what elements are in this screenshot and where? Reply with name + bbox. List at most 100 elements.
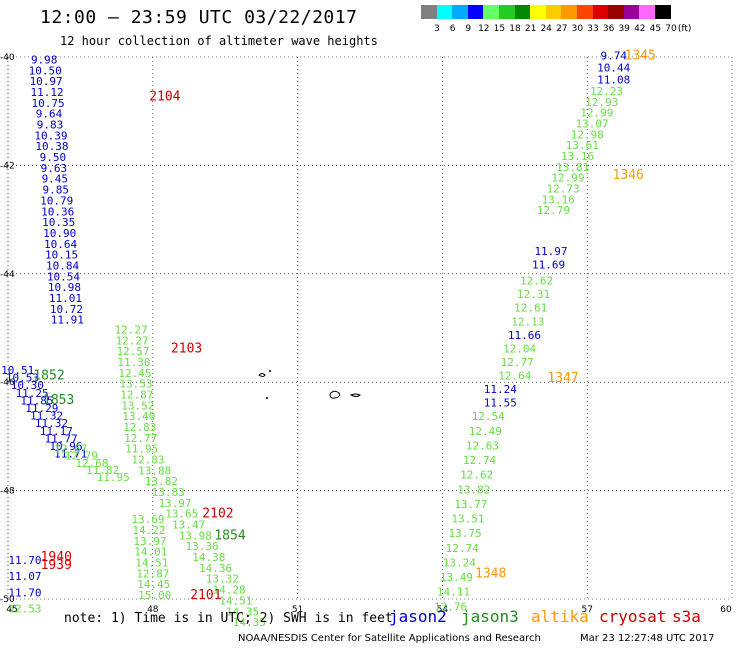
wave-height-value: 10.54 (47, 270, 80, 283)
scale-label: 70 (665, 24, 677, 34)
wave-height-value: 13.36 (185, 540, 218, 553)
wave-height-value: 9.45 (42, 173, 69, 186)
wave-height-labels: 9.9810.5010.9711.1210.759.649.8310.3910.… (1, 49, 656, 629)
wave-height-value: 9.98 (31, 54, 58, 67)
pass-time-label: 1853 (43, 393, 74, 408)
wave-height-value: 11.71 (54, 448, 87, 461)
wave-height-value: 12.99 (551, 172, 584, 185)
wave-height-value: 12.77 (501, 356, 534, 369)
wave-height-value: 13.49 (440, 571, 473, 584)
lon-tick-label: 54 (437, 605, 449, 615)
wave-height-value: 9.85 (43, 184, 70, 197)
wave-height-value: 9.64 (36, 108, 63, 121)
wave-height-value: 14.36 (199, 562, 232, 575)
wave-height-value: 10.36 (41, 205, 74, 218)
pass-time-label: 2104 (149, 89, 180, 104)
wave-height-value: 10.64 (44, 238, 77, 251)
scale-swatch (545, 5, 562, 19)
pass-time-label: 2102 (202, 507, 233, 522)
wave-height-value: 12.45 (118, 367, 151, 380)
scale-unit: (ft) (677, 24, 692, 34)
wave-height-value: 13.16 (542, 193, 575, 206)
wave-height-value: 12.93 (585, 96, 618, 109)
wave-height-map: 45 48 51 54 57 60 -40 -42 -44 -46 -48 -50 9.9810.50… (0, 49, 733, 629)
wave-height-value: 13.47 (172, 519, 205, 532)
scale-swatch (499, 5, 515, 19)
wave-height-value: 11.01 (49, 292, 82, 305)
wave-height-value: 11.91 (51, 314, 84, 327)
wave-height-value: 14.28 (212, 584, 245, 597)
wave-height-value: 12.57 (116, 345, 149, 358)
scale-swatch (608, 5, 624, 19)
pass-time-label: 2101 (190, 588, 221, 603)
wave-height-value: 13.53 (119, 378, 152, 391)
scale-swatch (655, 5, 671, 19)
wave-height-value: 10.38 (35, 140, 68, 153)
wave-height-value: 12.87 (136, 567, 169, 580)
wave-height-value: 13.97 (133, 535, 166, 548)
wave-height-value: 12.04 (503, 342, 536, 355)
wave-height-value: 12.64 (498, 369, 531, 382)
scale-swatch (514, 5, 531, 19)
island-outline (349, 393, 361, 397)
lat-tick-label: -48 (0, 487, 15, 497)
wave-height-value: 12.74 (446, 542, 479, 555)
pass-time-label: 1348 (475, 566, 506, 581)
wave-height-value: 12.27 (115, 334, 148, 347)
wave-height-value: 12.63 (466, 439, 499, 452)
island-outline (329, 390, 340, 399)
pass-time-label: 1852 (33, 368, 64, 383)
wave-height-value: 10.35 (42, 216, 75, 229)
legend-s3a: s3a (672, 607, 701, 626)
wave-height-value: 11.85 (20, 394, 53, 407)
wave-height-value: 13.75 (449, 527, 482, 540)
wave-height-value: 13.61 (566, 139, 599, 152)
wave-height-value: 12.68 (75, 457, 108, 470)
wave-height-value: 12.62 (460, 469, 493, 482)
wave-height-value: 11.95 (125, 443, 158, 456)
pass-time-label: 1345 (625, 49, 656, 64)
scale-swatch (639, 5, 655, 19)
island-outline (269, 370, 271, 372)
wave-height-value: 12.13 (511, 315, 544, 328)
scale-label: 6 (449, 24, 456, 34)
wave-height-value: 11.66 (508, 329, 541, 342)
wave-height-value: 12.73 (547, 183, 580, 196)
scale-label: 45 (649, 24, 662, 34)
wave-height-value: 13.40 (122, 410, 155, 423)
wave-height-value: 12.67 (54, 443, 87, 456)
scale-label: 24 (540, 24, 552, 34)
wave-height-value: 10.84 (46, 259, 79, 272)
wave-height-value: 10.39 (34, 129, 67, 142)
wave-height-value: 14.35 (233, 616, 266, 629)
wave-height-value: 11.30 (117, 356, 150, 369)
wave-height-value: 13.77 (454, 498, 487, 511)
lon-tick-label: 45 (6, 605, 17, 615)
scale-swatch (530, 5, 546, 19)
scale-label: 36 (602, 24, 615, 34)
page-subtitle: 12 hour collection of altimeter wave hei… (60, 34, 378, 48)
scale-label: 12 (478, 24, 490, 34)
wave-height-value: 10.30 (11, 379, 44, 392)
wave-height-value: 10.53 (6, 372, 39, 385)
lat-tick-label: -40 (0, 53, 15, 63)
footer-note: note: 1) Time is in UTC; 2) SWH is in fe… (64, 611, 393, 626)
scale-label: 15 (493, 24, 506, 34)
wave-height-value: 13.81 (556, 161, 589, 174)
wave-height-value: 11.55 (484, 397, 517, 410)
lat-tick-label: -50 (0, 595, 15, 605)
wave-height-value: 11.82 (86, 464, 119, 477)
wave-height-value: 10.44 (597, 62, 630, 75)
wave-height-value: 12.83 (131, 454, 164, 467)
wave-height-value: 13.16 (561, 150, 594, 163)
map-grid: 45 48 51 54 57 60 -40 -42 -44 -46 -48 -50 (0, 53, 733, 615)
wave-height-value: 12.83 (123, 421, 156, 434)
scale-label: 18 (509, 24, 521, 34)
legend-jason3: jason3 (461, 607, 519, 626)
wave-height-value: 12.53 (8, 603, 41, 616)
page-title: 12:00 – 23:59 UTC 03/22/2017 (40, 7, 358, 28)
pass-time-label: 2103 (171, 341, 202, 356)
wave-height-value: 13.07 (575, 117, 608, 130)
wave-height-value: 12.74 (463, 454, 496, 467)
wave-height-value: 13.83 (152, 486, 185, 499)
